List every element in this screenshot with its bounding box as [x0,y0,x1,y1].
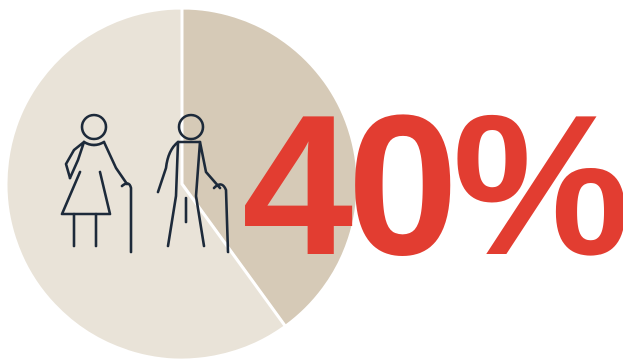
pie-slice-remainder [4,6,288,362]
elderly-woman-with-cane-icon [60,113,133,254]
highlight-percentage: 40% [242,74,623,297]
pie-slices [4,6,360,362]
elderly-man-with-cane-icon [156,113,230,254]
pie-slice-highlight [180,6,360,329]
